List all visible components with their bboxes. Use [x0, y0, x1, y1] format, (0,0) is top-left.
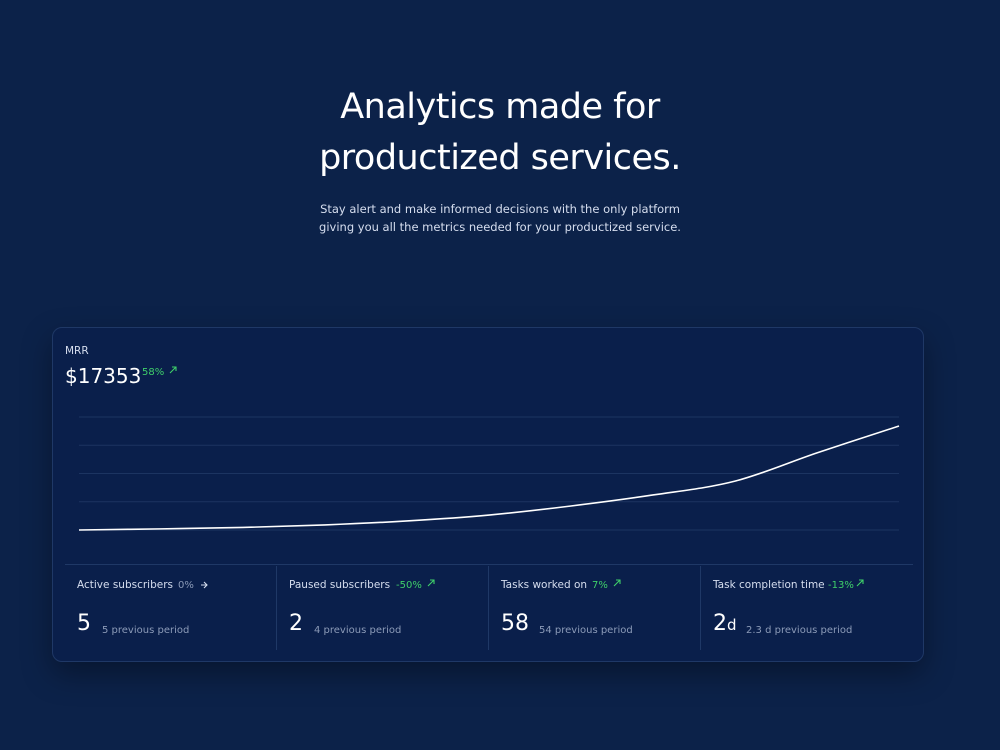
mrr-value: $17353 [65, 364, 142, 388]
separator [65, 564, 913, 565]
divider [700, 566, 701, 650]
subtitle: Stay alert and make informed decisions w… [0, 200, 1000, 236]
headline-line: productized services. [319, 138, 681, 178]
stat-value: 2 [289, 611, 303, 636]
stat-number: 2 [713, 611, 727, 636]
stat-previous: 54 previous period [539, 625, 633, 636]
stat-change: 0% [178, 580, 194, 591]
arrow-icon [427, 579, 435, 587]
mrr-chart [78, 416, 900, 531]
subtitle-line: giving you all the metrics needed for yo… [319, 220, 681, 234]
stat-change: -13% [828, 580, 854, 591]
mrr-line [78, 425, 900, 531]
stat: Active subscribers 0% 5 5 previous perio… [77, 566, 288, 650]
stat-unit: d [727, 616, 737, 634]
stat-previous: 5 previous period [102, 625, 190, 636]
arrow-icon [613, 579, 621, 587]
stat-label: Tasks worked on [501, 579, 588, 591]
arrow-icon [856, 579, 864, 587]
stat-change: 7% [592, 580, 608, 591]
stat-value: 2d [713, 611, 737, 636]
divider [276, 566, 277, 650]
mrr-label: MRR [65, 345, 89, 357]
stat-label: Paused subscribers [289, 579, 391, 591]
stat-value: 58 [501, 611, 529, 636]
headline-line: Analytics made for [340, 87, 660, 127]
stat-previous: 2.3 d previous period [746, 625, 853, 636]
mrr-card: MRR $17353 58% Active subscribers 0% 5 5… [52, 327, 924, 662]
stat-label: Task completion time [713, 579, 825, 591]
divider [488, 566, 489, 650]
mrr-change: 58% [142, 367, 165, 378]
stat-previous: 4 previous period [314, 625, 402, 636]
headline: Analytics made for productized services. [0, 82, 1000, 184]
subtitle-line: Stay alert and make informed decisions w… [320, 202, 680, 216]
stat-change: -50% [396, 580, 422, 591]
arrow-icon [201, 581, 208, 589]
stat: Task completion time -13% 2d 2.3 d previ… [713, 566, 924, 650]
stat: Paused subscribers -50% 2 4 previous per… [289, 566, 500, 650]
arrow-icon [169, 366, 177, 374]
stat-value: 5 [77, 611, 91, 636]
stat: Tasks worked on 7% 58 54 previous period [501, 566, 712, 650]
stat-label: Active subscribers [77, 579, 173, 591]
